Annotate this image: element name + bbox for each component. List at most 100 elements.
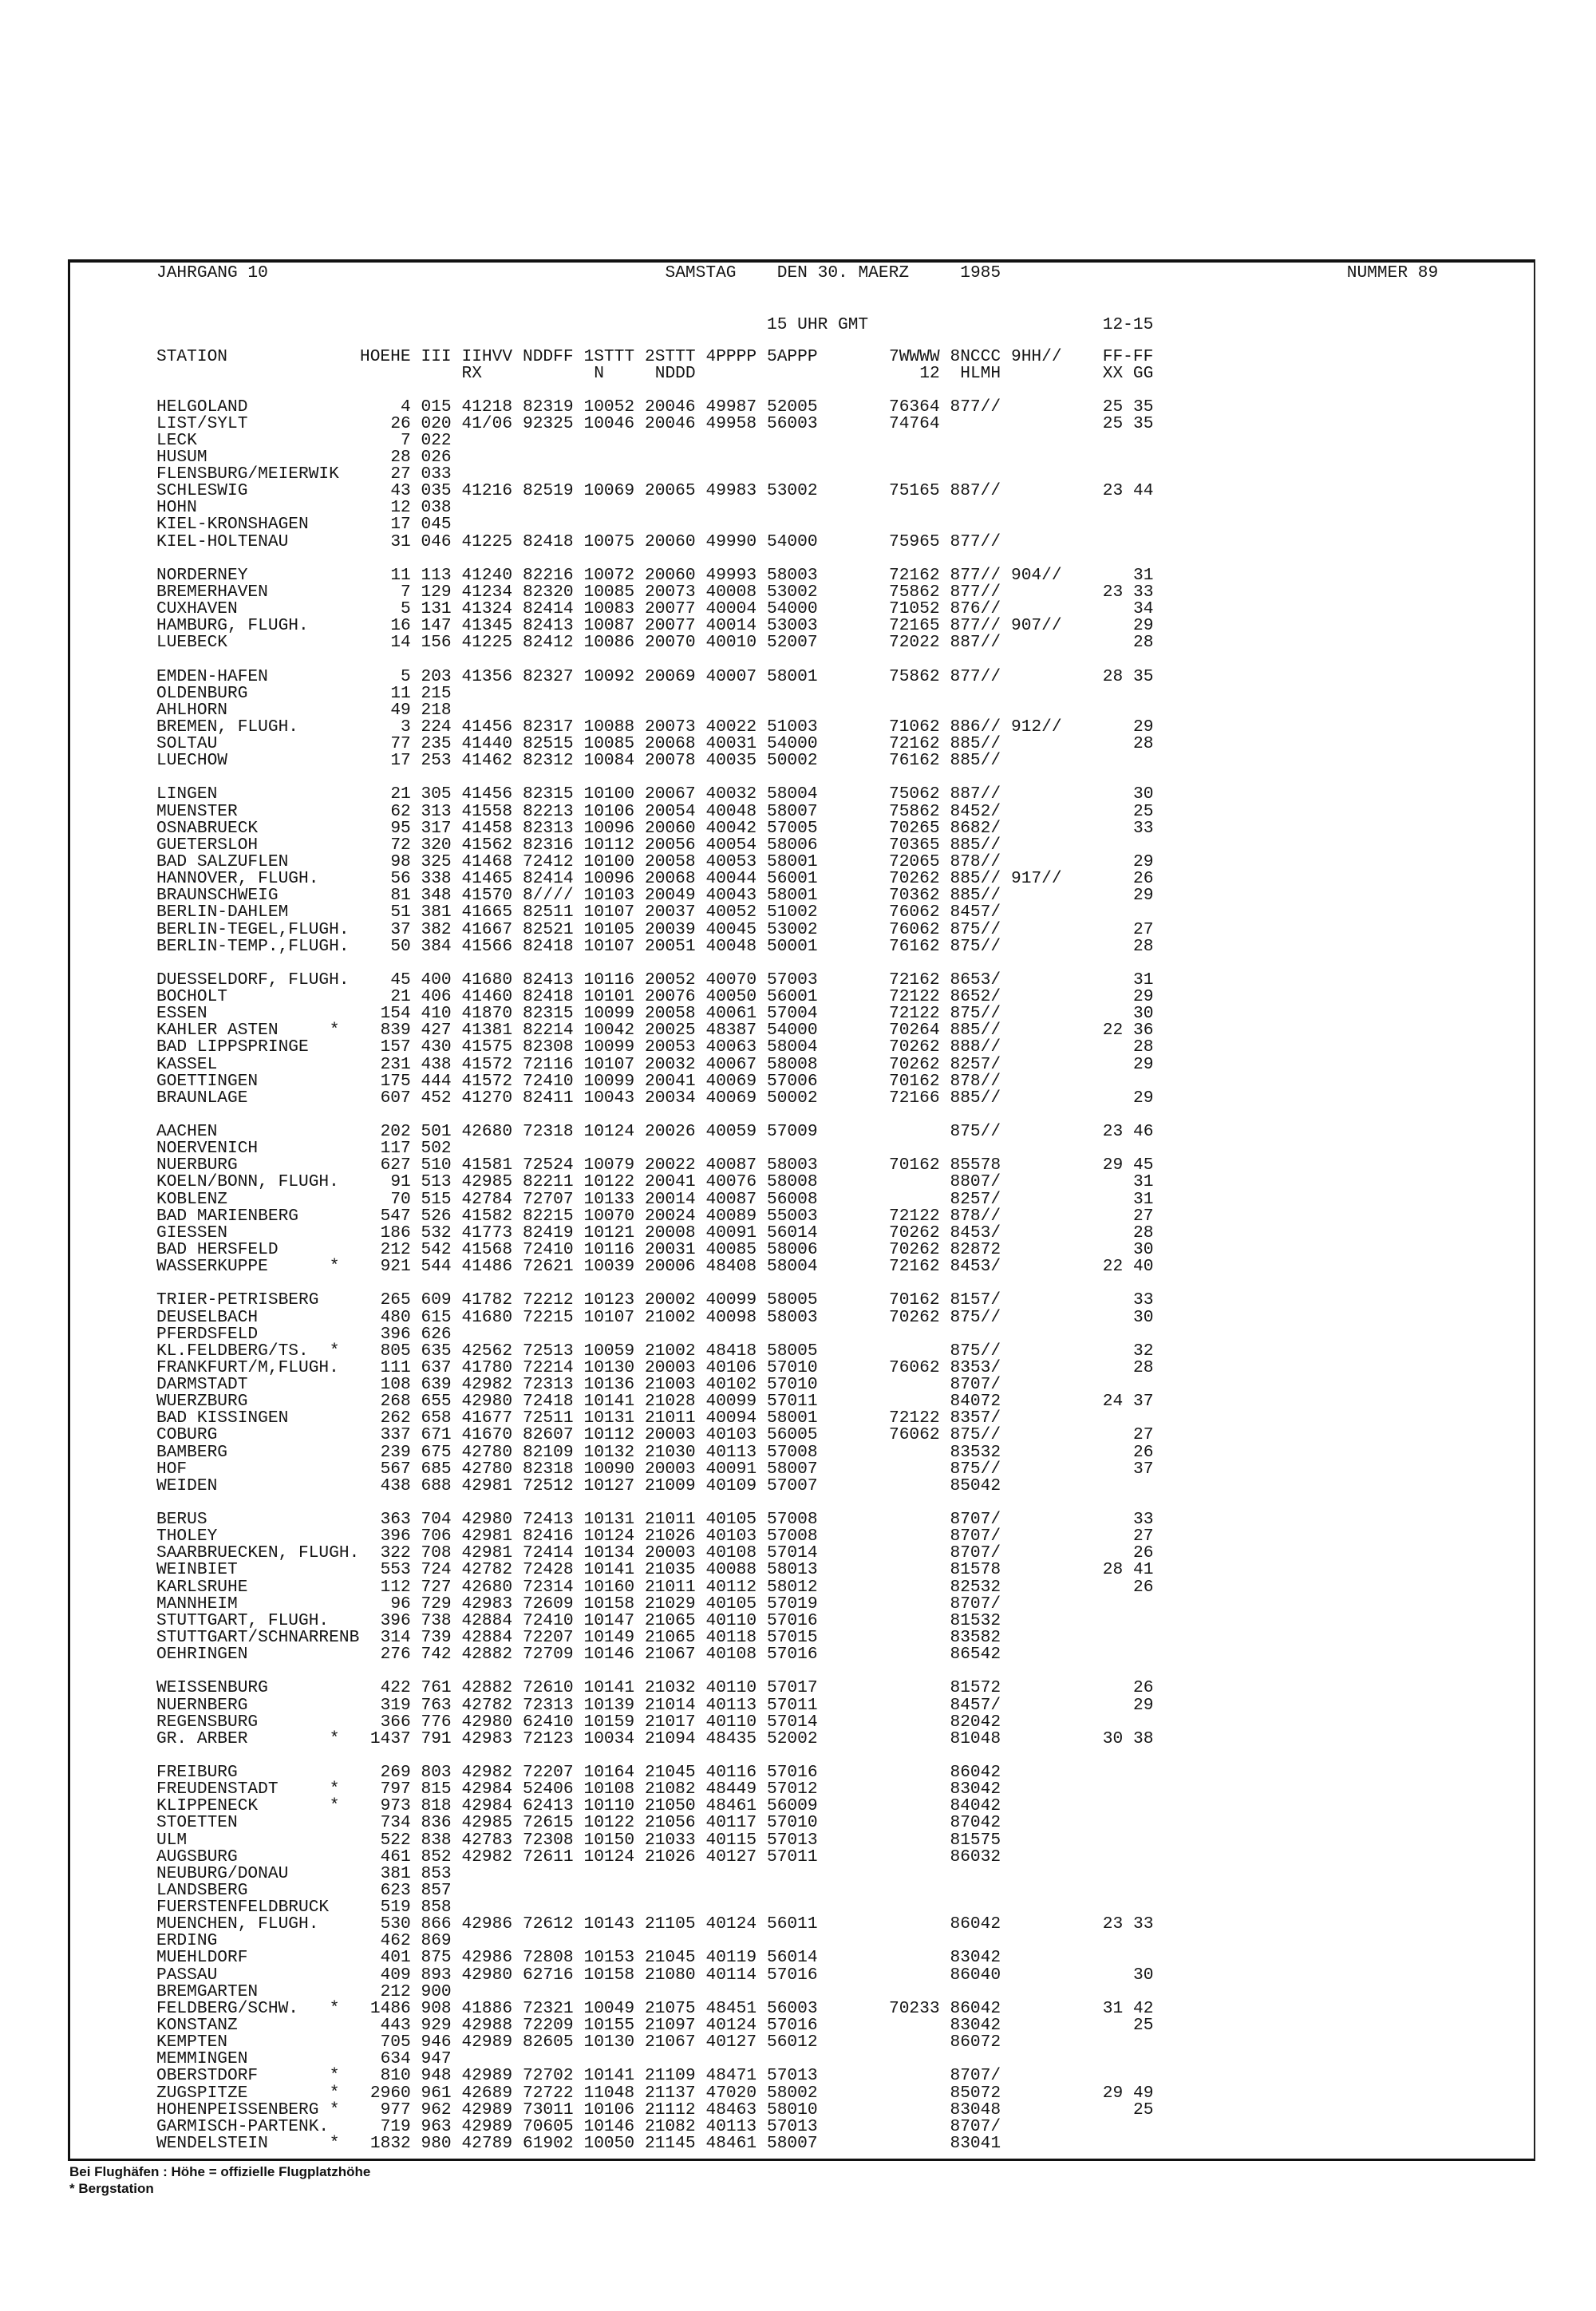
pressure-4-cell: 40067: [705, 1054, 757, 1074]
temp-2-cell: 21097: [645, 2015, 696, 2035]
gust-gg-cell: 41: [1133, 1560, 1154, 1580]
temp-1-cell: 10052: [583, 397, 635, 417]
iii-cell: 615: [421, 1307, 452, 1327]
iii-cell: 406: [421, 987, 452, 1007]
pressure-4-cell: 40091: [705, 1459, 757, 1479]
station-name: WUERZBURG: [156, 1392, 248, 1412]
column-header-station: STATION: [156, 346, 228, 366]
temp-1-cell: 10043: [583, 1088, 635, 1108]
gust-ff-cell: 22: [1102, 1257, 1124, 1277]
pressure-4-cell: 40099: [705, 1290, 757, 1310]
temp-1-cell: 10084: [583, 751, 635, 771]
iihvv-cell: 42986: [461, 1948, 513, 1968]
temp-1-cell: 10124: [583, 1527, 635, 1547]
column-header: 1STTT: [583, 346, 635, 366]
height-cell: 21: [390, 784, 411, 804]
cloud-8-cell: 86040: [950, 1965, 1001, 1985]
temp-2-cell: 21109: [645, 2066, 696, 2086]
cloud-8-cell: 877//: [950, 565, 1001, 585]
iii-cell: 384: [421, 936, 452, 956]
temp-1-cell: 10122: [583, 1172, 635, 1192]
iii-cell: 438: [421, 1054, 452, 1074]
station-name: TRIER-PETRISBERG: [156, 1290, 319, 1310]
gust-gg-cell: 25: [1133, 2015, 1154, 2035]
cloud-8-cell: 888//: [950, 1037, 1001, 1057]
iii-cell: 427: [421, 1021, 452, 1041]
temp-2-cell: 20076: [645, 987, 696, 1007]
iihvv-cell: 41345: [461, 616, 513, 636]
height-cell: 805: [380, 1341, 411, 1361]
gust-gg-cell: 49: [1133, 2083, 1154, 2103]
nddff-cell: 82418: [523, 987, 574, 1007]
height-cell: 28: [390, 447, 411, 467]
height-cell: 461: [380, 1847, 411, 1867]
iihvv-cell: 42689: [461, 2083, 513, 2103]
station-name: NOERVENICH: [156, 1139, 259, 1159]
weather-7-cell: 72162: [889, 970, 940, 990]
height-cell: 705: [380, 2032, 411, 2052]
temp-2-cell: 20070: [645, 633, 696, 653]
iihvv-cell: 42989: [461, 2116, 513, 2136]
nddff-cell: 82213: [523, 801, 574, 821]
pressure-4-cell: 48418: [705, 1341, 757, 1361]
height-cell: 17: [390, 515, 411, 535]
gust-gg-cell: 29: [1133, 886, 1154, 906]
cloud-8-cell: 86072: [950, 2032, 1001, 2052]
tendency-5-cell: 58008: [767, 1172, 818, 1192]
iii-cell: 022: [421, 430, 452, 450]
weather-7-cell: 70262: [889, 1223, 940, 1242]
temp-1-cell: 10099: [583, 1004, 635, 1024]
iihvv-cell: 42982: [461, 1375, 513, 1395]
gust-ff-cell: 28: [1102, 666, 1124, 686]
tendency-5-cell: 57013: [767, 2116, 818, 2136]
station-name: LINGEN: [156, 784, 218, 804]
station-name: HOHENPEISSENBERG: [156, 2100, 319, 2119]
iii-cell: 857: [421, 1880, 452, 1900]
height-cell: 239: [380, 1442, 411, 1462]
weather-7-cell: 75965: [889, 531, 940, 551]
pressure-4-cell: 40070: [705, 970, 757, 990]
tendency-5-cell: 58004: [767, 1037, 818, 1057]
cloud-8-cell: 86042: [950, 1998, 1001, 2018]
column-header: 2STTT: [645, 346, 696, 366]
gust-gg-cell: 28: [1133, 734, 1154, 754]
nddff-cell: 72313: [523, 1375, 574, 1395]
nddff-cell: 72512: [523, 1475, 574, 1495]
tendency-5-cell: 56012: [767, 2032, 818, 2052]
weather-7-cell: 75862: [889, 666, 940, 686]
temp-1-cell: 10121: [583, 1223, 635, 1242]
weather-7-cell: 70262: [889, 1240, 940, 1259]
iihvv-cell: 41568: [461, 1240, 513, 1259]
weather-7-cell: 76062: [889, 1357, 940, 1377]
iii-cell: 026: [421, 447, 452, 467]
station-name: ESSEN: [156, 1004, 207, 1024]
station-name: BERLIN-TEMP.,FLUGH.: [156, 936, 350, 956]
iihvv-cell: 41667: [461, 919, 513, 939]
iihvv-cell: 41458: [461, 818, 513, 838]
pressure-4-cell: 40108: [705, 1645, 757, 1665]
temp-1-cell: 10123: [583, 1290, 635, 1310]
height-cell: 734: [380, 1813, 411, 1833]
pressure-4-cell: 40109: [705, 1475, 757, 1495]
temp-2-cell: 21067: [645, 1645, 696, 1665]
temp-2-cell: 21045: [645, 1763, 696, 1783]
temp-1-cell: 10072: [583, 565, 635, 585]
tendency-5-cell: 50002: [767, 1088, 818, 1108]
temp-1-cell: 10134: [583, 1543, 635, 1563]
pressure-4-cell: 40069: [705, 1071, 757, 1091]
iihvv-cell: 41468: [461, 852, 513, 871]
nddff-cell: 82414: [523, 599, 574, 619]
gust-gg-cell: 46: [1133, 1122, 1154, 1142]
temp-2-cell: 20003: [645, 1425, 696, 1445]
pressure-4-cell: 40105: [705, 1510, 757, 1530]
station-name: HELGOLAND: [156, 397, 248, 417]
nddff-cell: 82320: [523, 582, 574, 602]
temp-2-cell: 20041: [645, 1071, 696, 1091]
temp-1-cell: 10107: [583, 936, 635, 956]
temp-1-cell: 10085: [583, 734, 635, 754]
cloud-8-cell: 885//: [950, 734, 1001, 754]
cloud-8-cell: 83041: [950, 2133, 1001, 2153]
height-cell: 45: [390, 970, 411, 990]
height-cell: 839: [380, 1021, 411, 1041]
nddff-cell: 61902: [523, 2133, 574, 2153]
